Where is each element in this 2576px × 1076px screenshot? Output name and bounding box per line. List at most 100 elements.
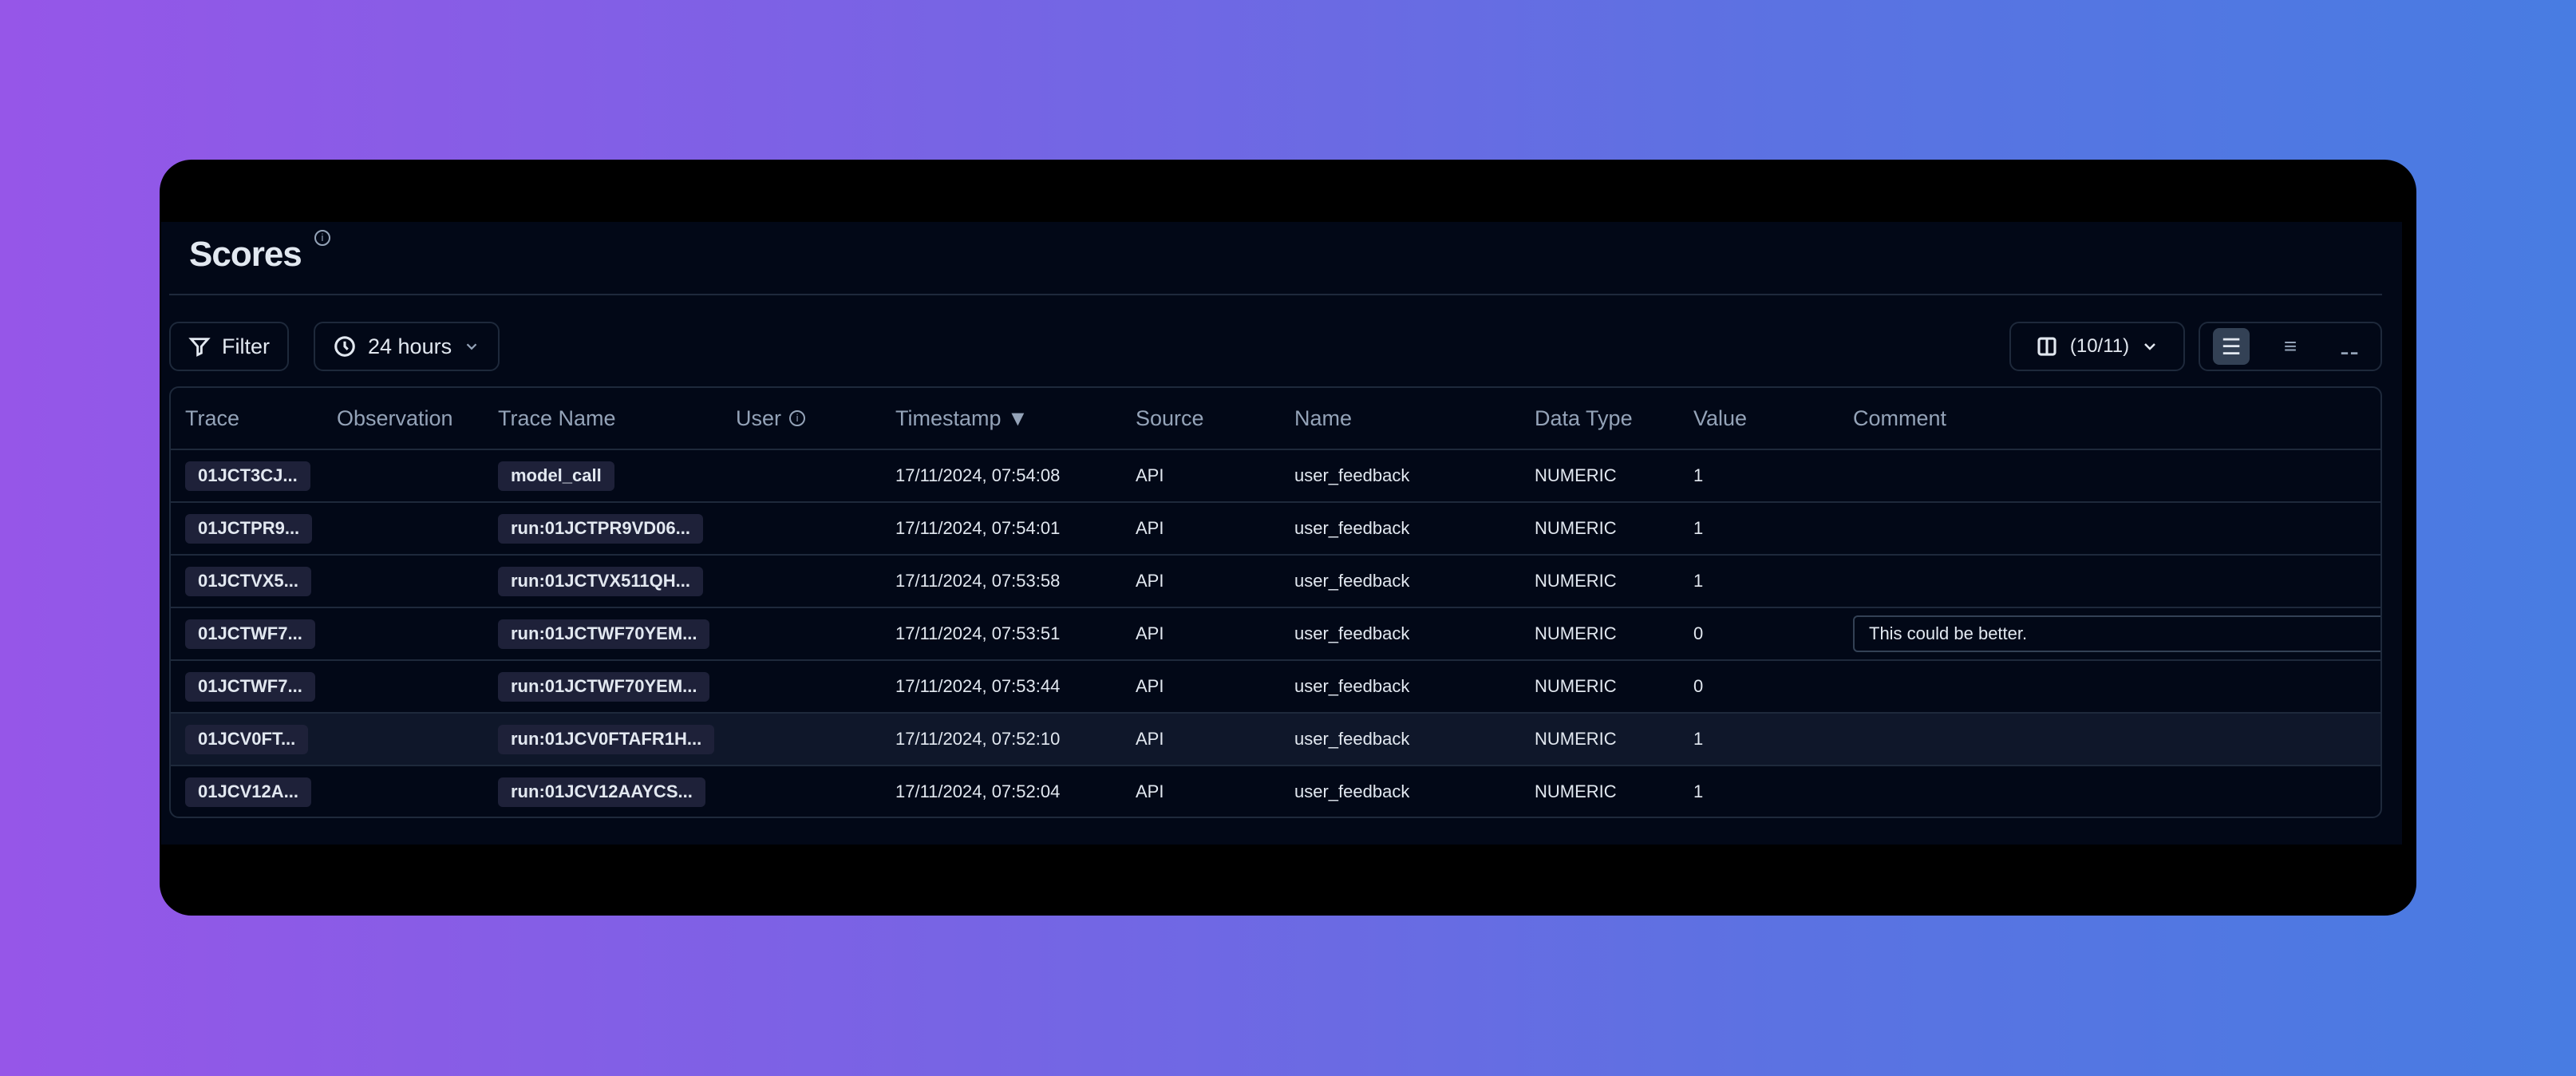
trace-id-badge[interactable]: 01JCTWF7... (185, 619, 315, 649)
trace-id-badge[interactable]: 01JCTPR9... (185, 513, 313, 544)
trace-name-badge[interactable]: run:01JCTWF70YEM... (498, 671, 710, 702)
cell-timestamp: 17/11/2024, 07:53:44 (895, 661, 1060, 712)
data-type-value: NUMERIC (1535, 729, 1617, 749)
column-header-comment[interactable]: Comment (1853, 388, 1946, 449)
column-header-label: Name (1294, 405, 1353, 430)
cell-source: API (1136, 714, 1164, 765)
comment-text[interactable]: This could be better. (1853, 615, 2380, 652)
column-header-label: Trace Name (498, 405, 616, 430)
cell-trace-name: run:01JCTWF70YEM... (498, 608, 710, 659)
divider (169, 294, 2382, 295)
filter-button[interactable]: Filter (169, 322, 289, 371)
row-density-toggle: ☰ ≡ ⚋ (2199, 322, 2382, 371)
column-header-label: Trace (185, 405, 240, 430)
column-header-data-type[interactable]: Data Type (1535, 388, 1633, 449)
cell-trace: 01JCT3CJ... (185, 450, 310, 501)
source-value: API (1136, 518, 1164, 538)
cell-value: 1 (1693, 503, 1703, 554)
name-value: user_feedback (1294, 465, 1410, 485)
cell-value: 1 (1693, 714, 1703, 765)
cell-timestamp: 17/11/2024, 07:52:04 (895, 766, 1060, 817)
column-header-trace[interactable]: Trace (185, 388, 239, 449)
scores-table: Trace Observation Trace Name User i Timestamp… (169, 386, 2382, 818)
page-title: Scores (189, 235, 302, 274)
table-row[interactable]: 01JCTPR9... run:01JCTPR9VD06... 17/11/2024… (171, 503, 2380, 556)
column-header-label: Observation (337, 405, 453, 430)
value-value: 1 (1693, 729, 1704, 749)
info-icon[interactable]: i (789, 410, 806, 426)
density-compact-icon[interactable]: ≡ (2283, 334, 2297, 358)
trace-id-badge[interactable]: 01JCTVX5... (185, 566, 311, 596)
trace-id-badge[interactable]: 01JCT3CJ... (185, 461, 310, 491)
table-row[interactable]: 01JCV0FT... run:01JCV0FTAFR1H... 17/11/202… (171, 714, 2380, 766)
name-value: user_feedback (1294, 623, 1410, 643)
cell-name: user_feedback (1294, 450, 1409, 501)
table-row[interactable]: 01JCTWF7... run:01JCTWF70YEM... 17/11/2024… (171, 661, 2380, 714)
trace-name-badge[interactable]: run:01JCTVX511QH... (498, 566, 703, 596)
table-row[interactable]: 01JCV12A... run:01JCV12AAYCS... 17/11/2024… (171, 766, 2380, 817)
value-value: 0 (1693, 676, 1704, 696)
density-comfortable-icon[interactable]: ☰ (2213, 328, 2250, 365)
info-icon[interactable]: i (314, 230, 330, 246)
column-header-timestamp[interactable]: Timestamp ▼ (895, 388, 1029, 449)
data-type-value: NUMERIC (1535, 465, 1617, 485)
table-row[interactable]: 01JCTVX5... run:01JCTVX511QH... 17/11/2024… (171, 556, 2380, 608)
timestamp-value: 17/11/2024, 07:54:08 (895, 465, 1061, 485)
column-header-label: Timestamp ▼ (895, 405, 1029, 430)
column-header-label: Value (1693, 405, 1748, 430)
cell-name: user_feedback (1294, 661, 1409, 712)
data-type-value: NUMERIC (1535, 518, 1617, 538)
column-header-observation[interactable]: Observation (337, 388, 453, 449)
trace-name-badge[interactable]: run:01JCTPR9VD06... (498, 513, 703, 544)
cell-data-type: NUMERIC (1535, 766, 1617, 817)
cell-value: 0 (1693, 661, 1703, 712)
column-header-user[interactable]: User i (736, 388, 806, 449)
column-header-label: Comment (1853, 405, 1947, 430)
cell-trace-name: run:01JCTPR9VD06... (498, 503, 703, 554)
trace-id-badge[interactable]: 01JCTWF7... (185, 671, 315, 702)
cell-value: 1 (1693, 556, 1703, 607)
table-row[interactable]: 01JCTWF7... run:01JCTWF70YEM... 17/11/2024… (171, 608, 2380, 661)
cell-trace-name: model_call (498, 450, 614, 501)
cell-source: API (1136, 556, 1164, 607)
timestamp-value: 17/11/2024, 07:53:44 (895, 676, 1061, 696)
table-row[interactable]: 01JCT3CJ... model_call 17/11/2024, 07:54:0… (171, 450, 2380, 503)
column-header-trace-name[interactable]: Trace Name (498, 388, 616, 449)
column-header-name[interactable]: Name (1294, 388, 1352, 449)
columns-button[interactable]: (10/11) (2009, 322, 2185, 371)
column-header-label: User (736, 405, 782, 430)
source-value: API (1136, 571, 1164, 591)
source-value: API (1136, 729, 1164, 749)
cell-trace: 01JCTPR9... (185, 503, 313, 554)
cell-name: user_feedback (1294, 714, 1409, 765)
trace-name-badge[interactable]: model_call (498, 461, 614, 491)
name-value: user_feedback (1294, 518, 1410, 538)
column-header-label: Source (1136, 405, 1204, 430)
cell-timestamp: 17/11/2024, 07:54:01 (895, 503, 1060, 554)
cell-trace: 01JCTWF7... (185, 608, 315, 659)
cell-source: API (1136, 608, 1164, 659)
trace-name-badge[interactable]: run:01JCTWF70YEM... (498, 619, 710, 649)
column-header-value[interactable]: Value (1693, 388, 1747, 449)
timestamp-value: 17/11/2024, 07:52:04 (895, 781, 1061, 801)
chevron-down-icon (466, 343, 477, 350)
cell-value: 0 (1693, 608, 1703, 659)
trace-id-badge[interactable]: 01JCV0FT... (185, 724, 309, 754)
cell-source: API (1136, 450, 1164, 501)
columns-label: (10/11) (2069, 335, 2130, 357)
cell-trace-name: run:01JCV12AAYCS... (498, 766, 705, 817)
trace-name-badge[interactable]: run:01JCV12AAYCS... (498, 777, 705, 807)
cell-comment: This could be better. (1853, 608, 2380, 659)
timestamp-value: 17/11/2024, 07:52:10 (895, 729, 1061, 749)
trace-id-badge[interactable]: 01JCV12A... (185, 777, 311, 807)
trace-name-badge[interactable]: run:01JCV0FTAFR1H... (498, 724, 715, 754)
column-header-label: Data Type (1535, 405, 1633, 430)
cell-timestamp: 17/11/2024, 07:52:10 (895, 714, 1060, 765)
column-header-source[interactable]: Source (1136, 388, 1204, 449)
filter-label: Filter (222, 334, 270, 358)
density-minimal-icon[interactable]: ⚋ (2339, 334, 2360, 359)
name-value: user_feedback (1294, 676, 1410, 696)
timestamp-value: 17/11/2024, 07:53:51 (895, 623, 1061, 643)
time-range-select[interactable]: 24 hours (314, 322, 500, 371)
cell-data-type: NUMERIC (1535, 450, 1617, 501)
